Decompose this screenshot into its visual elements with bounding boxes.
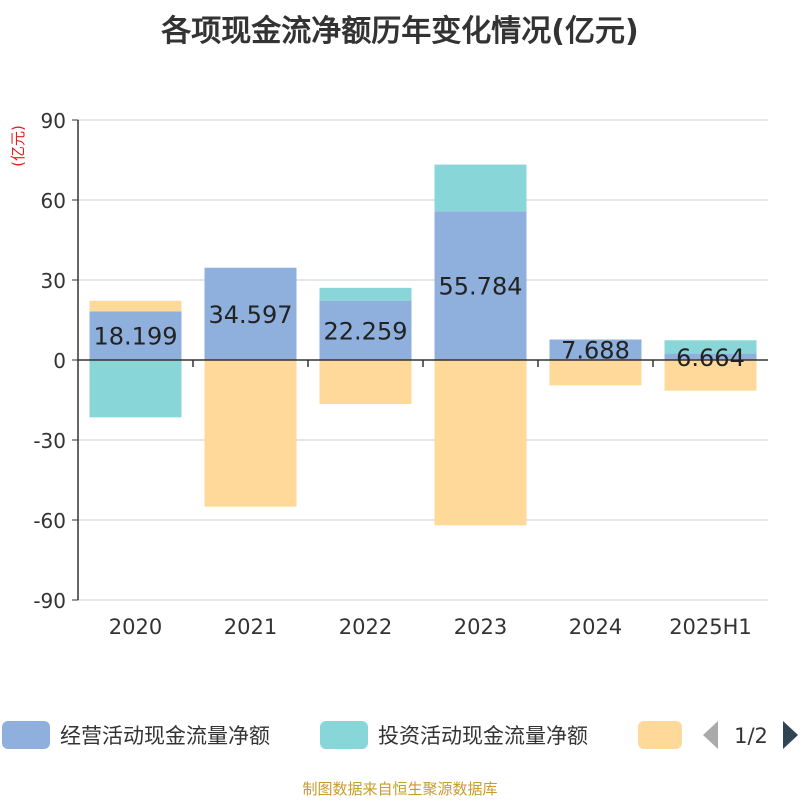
data-label-2025H1: 6.664	[676, 344, 745, 372]
x-tick-label: 2023	[454, 615, 507, 639]
y-tick-label: 60	[41, 189, 66, 213]
bar-series-1-2025H1[interactable]	[664, 353, 757, 360]
data-label-2020: 18.199	[94, 323, 178, 351]
x-tick-label: 2025H1	[669, 615, 752, 639]
data-label-2021: 34.597	[209, 301, 293, 329]
data-source-note: 制图数据来自恒生聚源数据库	[302, 780, 498, 798]
x-tick-label: 2022	[339, 615, 392, 639]
y-tick-label: -90	[33, 589, 66, 613]
bar-series-2-2023[interactable]	[434, 164, 527, 212]
legend[interactable]: 经营活动现金流量净额 投资活动现金流量净额 1/2	[2, 721, 798, 749]
bar-series-3-2023[interactable]	[434, 360, 527, 526]
x-tick-label: 2021	[224, 615, 277, 639]
axes: 90 60 30 0 -30 -60 -90 (亿元) 2020 2021 2022 2023 2024…	[9, 109, 768, 639]
legend-swatch-1[interactable]	[2, 721, 50, 749]
bar-series-1-2024[interactable]	[549, 339, 642, 360]
bar-series-3-2024[interactable]	[549, 360, 642, 386]
x-tick-label: 2020	[109, 615, 162, 639]
bars	[89, 164, 757, 526]
y-tick-label: 90	[41, 109, 66, 133]
legend-label-2[interactable]: 投资活动现金流量净额	[378, 724, 588, 748]
data-labels: 18.199 34.597 22.259 55.784 7.688 6.664	[94, 273, 745, 372]
legend-prev-page-icon[interactable]	[703, 721, 718, 749]
bar-series-1-2020[interactable]	[89, 311, 182, 360]
bar-series-1-2022[interactable]	[319, 300, 412, 360]
bar-series-3-2021[interactable]	[204, 360, 297, 507]
y-tick-label: -60	[33, 509, 66, 533]
legend-page-indicator: 1/2	[734, 724, 768, 748]
legend-swatch-3[interactable]	[638, 721, 682, 749]
bar-series-1-2021[interactable]	[204, 267, 297, 360]
legend-next-page-icon[interactable]	[783, 721, 798, 749]
legend-swatch-2[interactable]	[320, 721, 368, 749]
bar-series-2-2025H1[interactable]	[664, 340, 757, 354]
x-tick-label: 2024	[569, 615, 622, 639]
data-label-2024: 7.688	[561, 337, 630, 365]
y-axis-label: (亿元)	[9, 125, 27, 167]
y-tick-label: -30	[33, 429, 66, 453]
bar-series-3-2025H1[interactable]	[664, 360, 757, 391]
data-label-2023: 55.784	[439, 273, 523, 301]
bar-series-2-2022[interactable]	[319, 287, 412, 301]
chart-title: 各项现金流净额历年变化情况(亿元)	[161, 14, 639, 49]
bar-series-1-2023[interactable]	[434, 211, 527, 360]
data-label-2022: 22.259	[324, 317, 408, 345]
y-tick-label: 30	[41, 269, 66, 293]
bar-series-2-2020[interactable]	[89, 360, 182, 418]
bar-series-3-2022[interactable]	[319, 360, 412, 404]
bar-series-3-2020[interactable]	[89, 300, 182, 312]
legend-label-1[interactable]: 经营活动现金流量净额	[60, 724, 270, 748]
y-tick-label: 0	[53, 349, 66, 373]
